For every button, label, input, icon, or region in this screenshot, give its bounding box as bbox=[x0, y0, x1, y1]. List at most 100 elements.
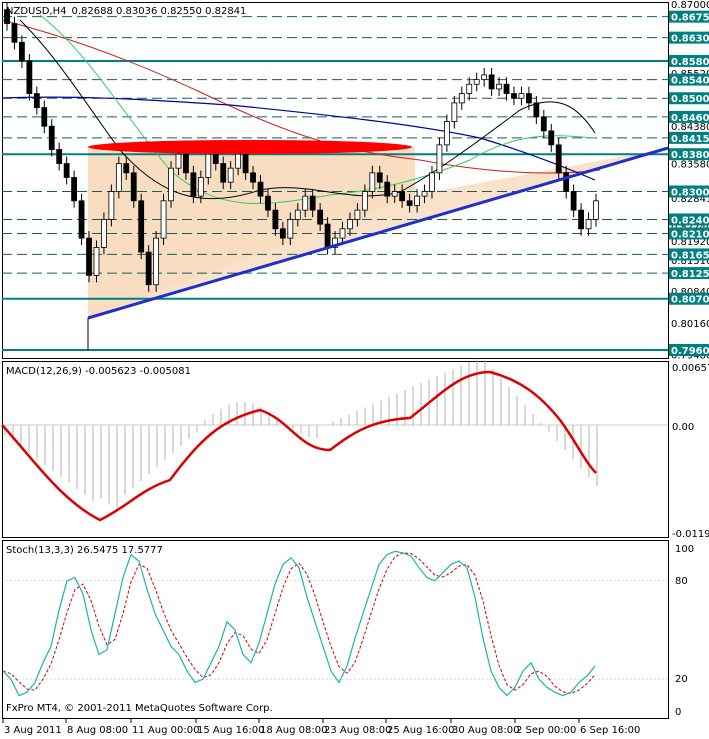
candle-body bbox=[354, 209, 361, 220]
ma-red bbox=[1, 19, 601, 174]
candle-body bbox=[279, 228, 286, 239]
candle-body bbox=[287, 219, 294, 239]
candle-body bbox=[11, 23, 18, 43]
candle-body bbox=[145, 251, 152, 286]
level-label-box bbox=[669, 54, 709, 67]
time-tick-label: 2 Sep 00:00 bbox=[516, 725, 576, 735]
candle-body bbox=[503, 83, 510, 94]
copyright-label: FxPro MT4, © 2001-2011 MetaQuotes Softwa… bbox=[6, 703, 273, 714]
candle-body bbox=[451, 102, 458, 122]
price-tick-label: 0.81920 bbox=[671, 237, 709, 248]
candle-body bbox=[332, 237, 338, 248]
candle-body bbox=[235, 153, 242, 169]
level-label-box bbox=[669, 73, 709, 86]
candle-body bbox=[347, 219, 353, 230]
candle-body bbox=[570, 191, 577, 211]
candle-body bbox=[250, 172, 256, 183]
time-tick-label: 6 Sep 16:00 bbox=[580, 725, 640, 735]
candle-body bbox=[436, 144, 443, 174]
resistance-ellipse bbox=[88, 140, 412, 154]
candle-body bbox=[130, 172, 137, 202]
candle-body bbox=[48, 125, 55, 150]
macd-pane[interactable] bbox=[2, 361, 669, 538]
time-tick-label: 18 Aug 08:00 bbox=[260, 725, 327, 735]
macd-tick-label: 0.00 bbox=[672, 422, 694, 433]
level-label-box bbox=[669, 267, 709, 280]
stoch-tick-label: 0 bbox=[675, 707, 681, 718]
candle-body bbox=[153, 237, 160, 286]
candle-body bbox=[19, 41, 25, 62]
price-layer bbox=[1, 2, 669, 351]
candle-body bbox=[421, 191, 428, 197]
candle-body bbox=[406, 200, 413, 206]
ma-navy bbox=[1, 96, 596, 181]
candle-body bbox=[518, 93, 525, 99]
candle-body bbox=[33, 93, 40, 108]
candle-body bbox=[317, 209, 324, 225]
price-tick-label: 0.82240 bbox=[671, 222, 709, 233]
stoch-pane[interactable] bbox=[2, 540, 669, 719]
candle-body bbox=[138, 200, 145, 253]
macd-tick-label: 0.00657 bbox=[672, 363, 709, 374]
time-tick-label: 25 Aug 16:00 bbox=[387, 725, 454, 735]
candle-body bbox=[294, 209, 301, 220]
macd-tick-label: -0.01199 bbox=[672, 529, 709, 540]
candle-body bbox=[429, 172, 435, 192]
level-label-box bbox=[669, 292, 709, 305]
candle-body bbox=[108, 191, 115, 220]
time-tick-label: 30 Aug 08:00 bbox=[452, 725, 519, 735]
candle-body bbox=[175, 153, 182, 169]
time-tick-label: 15 Aug 16:00 bbox=[197, 725, 264, 735]
candle-body bbox=[56, 149, 63, 164]
candle-body bbox=[466, 83, 473, 94]
time-tick-label: 11 Aug 00:00 bbox=[132, 725, 199, 735]
candle-body bbox=[540, 116, 547, 132]
candle-body bbox=[302, 195, 309, 211]
symbol-label: NZDUSD,H4 0.82688 0.83036 0.82550 0.82841 bbox=[6, 6, 246, 17]
ma-black bbox=[19, 19, 596, 200]
stoch-tick-label: 80 bbox=[675, 576, 688, 587]
candle-body bbox=[4, 9, 10, 25]
candle-body bbox=[183, 153, 189, 174]
support-trendline bbox=[87, 146, 669, 320]
main-pane[interactable] bbox=[2, 2, 669, 359]
stoch-main-line bbox=[2, 550, 596, 697]
price-tick-label: 0.87000 bbox=[671, 0, 709, 11]
macd-label: MACD(12,26,9) -0.005623 -0.005081 bbox=[6, 366, 191, 377]
candle-body bbox=[205, 153, 212, 178]
macd-layer bbox=[1, 358, 668, 522]
ma-green bbox=[39, 14, 596, 205]
candle-body bbox=[227, 167, 234, 183]
candle-body bbox=[309, 195, 316, 211]
price-tick-label: 0.80840 bbox=[671, 287, 709, 298]
price-tick-label: 0.80160 bbox=[671, 319, 709, 330]
candle-body bbox=[585, 219, 592, 230]
time-tick-label: 23 Aug 08:00 bbox=[324, 725, 391, 735]
stoch-layer bbox=[2, 550, 668, 697]
time-tick-label: 8 Aug 08:00 bbox=[67, 725, 128, 735]
price-tick-label: 0.84380 bbox=[671, 122, 709, 133]
candle-body bbox=[26, 60, 33, 94]
candle-body bbox=[197, 177, 204, 197]
candle-body bbox=[496, 83, 502, 90]
candle-body bbox=[272, 209, 279, 230]
candle-body bbox=[384, 181, 391, 197]
level-label-box bbox=[669, 92, 709, 105]
